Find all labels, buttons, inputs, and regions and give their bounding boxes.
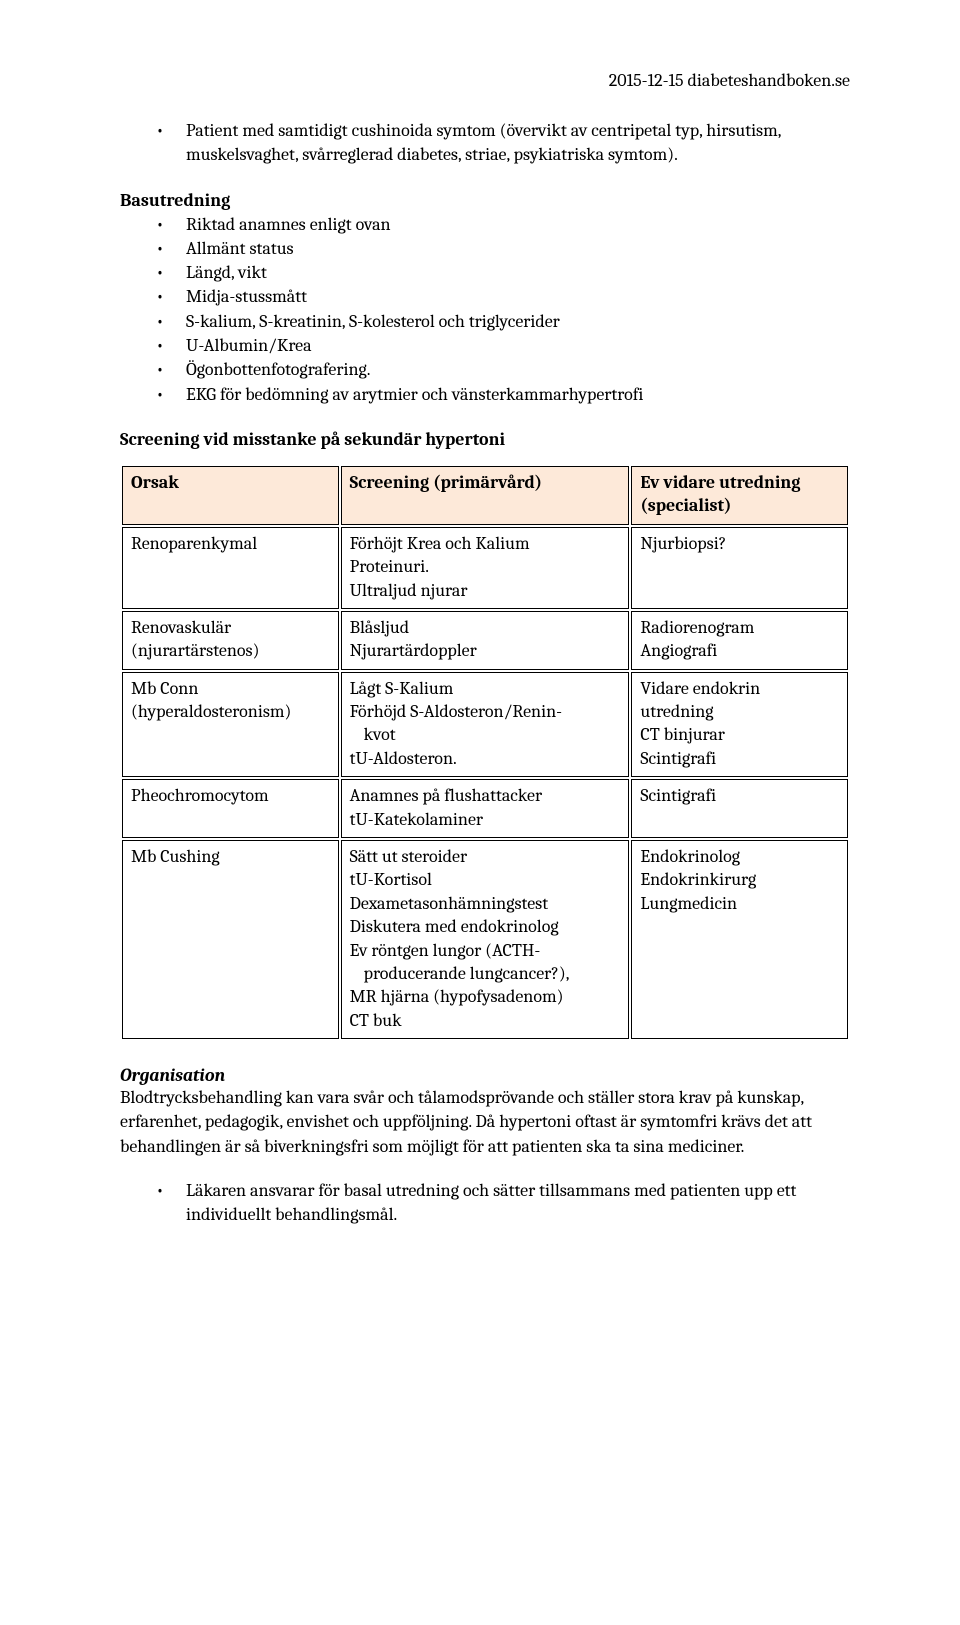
- cell-text: producerande lungcancer?),: [350, 962, 623, 985]
- screening-table: Orsak Screening (primärvård) Ev vidare u…: [120, 464, 850, 1041]
- cell-text: Njurartärdoppler: [350, 639, 623, 662]
- cell-text: Förhöjd S-Aldosteron/Renin-: [350, 700, 623, 723]
- table-cell: Mb Conn(hyperaldosteronism): [122, 672, 339, 778]
- organisation-title: Organisation: [120, 1065, 850, 1086]
- cell-text: Lågt S-Kalium: [350, 677, 623, 700]
- table-cell: Vidare endokrinutredningCT binjurarScint…: [631, 672, 848, 778]
- cell-text: Diskutera med endokrinolog: [350, 915, 623, 938]
- basutredning-item: Midja-stussmått: [156, 285, 850, 309]
- cell-text: Mb Cushing: [131, 845, 332, 868]
- cell-text: MR hjärna (hypofysadenom): [350, 985, 623, 1008]
- cell-text: Scintigrafi: [640, 784, 841, 807]
- table-cell: Sätt ut steroidertU-KortisolDexametasonh…: [341, 840, 630, 1039]
- table-row: Mb Cushing Sätt ut steroidertU-KortisolDe…: [122, 840, 848, 1039]
- table-header-orsak: Orsak: [122, 466, 339, 525]
- cell-text: Blåsljud: [350, 616, 623, 639]
- table-cell: Njurbiopsi?: [631, 527, 848, 609]
- cell-text: Anamnes på flushattacker: [350, 784, 623, 807]
- cell-text: Radiorenogram: [640, 616, 841, 639]
- page-header-date: 2015-12-15 diabeteshandboken.se: [120, 70, 850, 91]
- cell-text: Angiografi: [640, 639, 841, 662]
- document-page: 2015-12-15 diabeteshandboken.se Patient …: [0, 0, 960, 1310]
- table-row: Renoparenkymal Förhöjt Krea och KaliumPro…: [122, 527, 848, 609]
- cell-text: (njurartärstenos): [131, 639, 332, 662]
- cell-text: Lungmedicin: [640, 892, 841, 915]
- cell-text: Vidare endokrin: [640, 677, 841, 700]
- table-cell: Förhöjt Krea och KaliumProteinuri.Ultral…: [341, 527, 630, 609]
- screening-title: Screening vid misstanke på sekundär hype…: [120, 429, 850, 450]
- cell-text: Renovaskulär: [131, 616, 332, 639]
- table-cell: Mb Cushing: [122, 840, 339, 1039]
- table-cell: Pheochromocytom: [122, 779, 339, 838]
- basutredning-item: S-kalium, S-kreatinin, S-kolesterol och …: [156, 310, 850, 334]
- cell-text: Proteinuri.: [350, 555, 623, 578]
- table-row: Renovaskulär(njurartärstenos)BlåsljudNju…: [122, 611, 848, 670]
- cell-text: Mb Conn: [131, 677, 332, 700]
- table-cell: Scintigrafi: [631, 779, 848, 838]
- cell-text: (hyperaldosteronism): [131, 700, 332, 723]
- cell-text: CT buk: [350, 1009, 623, 1032]
- table-cell: Lågt S-KaliumFörhöjd S-Aldosteron/Renin-…: [341, 672, 630, 778]
- cell-text: Renoparenkymal: [131, 532, 332, 555]
- cell-text: Sätt ut steroider: [350, 845, 623, 868]
- cell-text: kvot: [350, 723, 623, 746]
- intro-bullet: Patient med samtidigt cushinoida symtom …: [156, 119, 850, 168]
- basutredning-item: Ögonbottenfotografering.: [156, 358, 850, 382]
- table-cell: Anamnes på flushattackertU-Katekolaminer: [341, 779, 630, 838]
- organisation-bullet-list: Läkaren ansvarar för basal utredning och…: [120, 1179, 850, 1228]
- cell-text: utredning: [640, 700, 841, 723]
- cell-text: CT binjurar: [640, 723, 841, 746]
- table-row: Pheochromocytom Anamnes på flushattackert…: [122, 779, 848, 838]
- basutredning-item: Längd, vikt: [156, 261, 850, 285]
- table-header-screening: Screening (primärvård): [341, 466, 630, 525]
- table-header-row: Orsak Screening (primärvård) Ev vidare u…: [122, 466, 848, 525]
- intro-bullet-list: Patient med samtidigt cushinoida symtom …: [120, 119, 850, 168]
- table-cell: RadiorenogramAngiografi: [631, 611, 848, 670]
- table-cell: Renovaskulär(njurartärstenos): [122, 611, 339, 670]
- cell-text: Ev röntgen lungor (ACTH-: [350, 939, 623, 962]
- basutredning-item: EKG för bedömning av arytmier och vänste…: [156, 383, 850, 407]
- table-cell: BlåsljudNjurartärdoppler: [341, 611, 630, 670]
- organisation-bullet: Läkaren ansvarar för basal utredning och…: [156, 1179, 850, 1228]
- organisation-paragraph: Blodtrycksbehandling kan vara svår och t…: [120, 1086, 850, 1159]
- cell-text: Njurbiopsi?: [640, 532, 841, 555]
- cell-text: Ultraljud njurar: [350, 579, 623, 602]
- basutredning-title: Basutredning: [120, 190, 850, 211]
- cell-text: tU-Kortisol: [350, 868, 623, 891]
- cell-text: tU-Katekolaminer: [350, 808, 623, 831]
- table-cell: EndokrinologEndokrinkirurgLungmedicin: [631, 840, 848, 1039]
- basutredning-list: Riktad anamnes enligt ovanAllmänt status…: [120, 213, 850, 407]
- table-header-vidare: Ev vidare utredning (specialist): [631, 466, 848, 525]
- basutredning-item: U-Albumin/Krea: [156, 334, 850, 358]
- cell-text: Dexametasonhämningstest: [350, 892, 623, 915]
- cell-text: Förhöjt Krea och Kalium: [350, 532, 623, 555]
- basutredning-item: Riktad anamnes enligt ovan: [156, 213, 850, 237]
- basutredning-item: Allmänt status: [156, 237, 850, 261]
- cell-text: Endokrinolog: [640, 845, 841, 868]
- cell-text: tU-Aldosteron.: [350, 747, 623, 770]
- table-cell: Renoparenkymal: [122, 527, 339, 609]
- cell-text: Scintigrafi: [640, 747, 841, 770]
- cell-text: Endokrinkirurg: [640, 868, 841, 891]
- cell-text: Pheochromocytom: [131, 784, 332, 807]
- table-row: Mb Conn(hyperaldosteronism)Lågt S-Kalium…: [122, 672, 848, 778]
